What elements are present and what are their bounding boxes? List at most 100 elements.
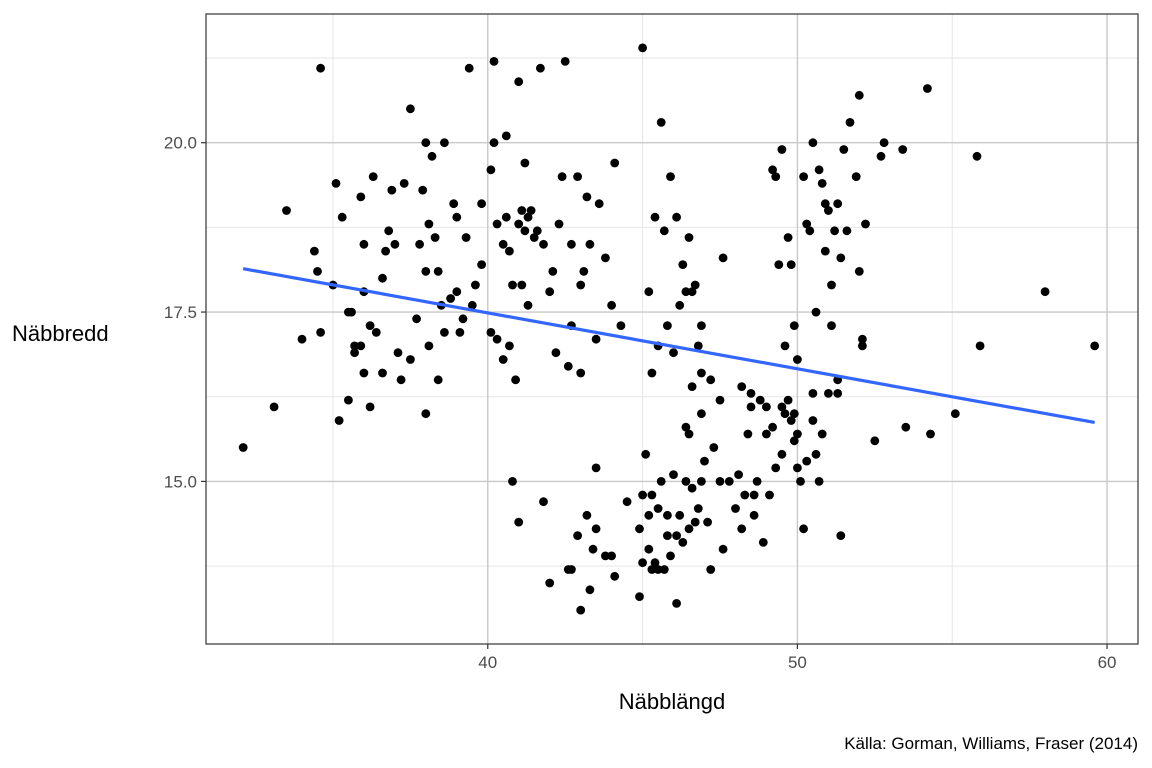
data-point <box>789 321 799 330</box>
data-point <box>758 538 768 547</box>
data-point <box>858 341 867 351</box>
data-point <box>672 599 681 608</box>
data-point <box>365 402 375 412</box>
data-point <box>833 389 843 398</box>
data-point <box>368 172 378 182</box>
data-point <box>316 328 325 337</box>
data-point <box>545 578 555 588</box>
data-point <box>675 510 685 520</box>
data-point <box>464 63 474 73</box>
data-point <box>514 517 524 527</box>
data-point <box>777 402 787 412</box>
data-point <box>508 280 517 290</box>
data-point <box>505 341 514 351</box>
data-point <box>585 585 595 595</box>
data-point <box>427 151 437 161</box>
data-point <box>406 104 415 114</box>
data-point <box>687 382 697 391</box>
data-point <box>901 422 911 432</box>
minor-gridlines <box>206 14 1138 644</box>
data-point <box>282 206 291 215</box>
data-point <box>545 287 555 297</box>
data-point <box>796 477 805 486</box>
data-point <box>675 300 685 310</box>
data-point <box>824 206 833 215</box>
data-point <box>774 260 784 269</box>
data-point <box>548 267 558 276</box>
data-point <box>446 294 455 303</box>
data-point <box>724 477 734 486</box>
data-point <box>412 314 421 324</box>
data-point <box>926 429 935 439</box>
data-point <box>746 402 756 412</box>
data-point <box>396 375 406 385</box>
data-point <box>827 280 836 290</box>
data-point <box>706 565 716 574</box>
data-point <box>424 219 434 229</box>
data-point <box>647 490 657 500</box>
data-point <box>350 341 359 351</box>
data-point <box>709 443 719 452</box>
data-point <box>433 267 443 276</box>
data-point <box>489 57 499 66</box>
data-point <box>560 57 570 66</box>
x-tick-label: 60 <box>1098 653 1117 672</box>
data-point <box>455 328 465 337</box>
data-point <box>898 145 908 154</box>
data-point <box>622 497 632 507</box>
data-point <box>641 449 651 459</box>
major-gridlines <box>206 14 1138 644</box>
data-point <box>842 226 852 236</box>
data-point <box>765 490 774 500</box>
data-point <box>749 490 759 500</box>
data-point <box>663 531 672 540</box>
data-point <box>647 565 657 574</box>
data-point <box>514 219 524 229</box>
data-point <box>573 531 582 540</box>
data-point <box>387 185 397 195</box>
data-point <box>381 246 390 256</box>
data-point <box>703 517 712 527</box>
data-point <box>650 558 660 568</box>
data-point <box>690 280 700 290</box>
data-point <box>854 90 864 100</box>
data-point <box>749 510 759 520</box>
data-point <box>635 592 644 601</box>
data-point <box>743 429 753 439</box>
data-point <box>687 483 697 493</box>
data-point <box>718 253 728 263</box>
data-point <box>923 84 932 93</box>
data-point <box>520 226 530 236</box>
data-point <box>669 470 678 479</box>
data-point <box>238 443 248 452</box>
data-point <box>644 544 654 554</box>
data-point <box>539 497 548 507</box>
data-point <box>820 246 830 256</box>
data-point <box>511 375 520 385</box>
data-point <box>514 77 524 87</box>
x-tick-label: 50 <box>788 653 807 672</box>
trend-line <box>242 267 1095 425</box>
data-point <box>684 429 694 439</box>
data-point <box>638 558 647 568</box>
data-point <box>793 355 802 364</box>
x-axis-ticks: 40 50 60 <box>478 644 1116 672</box>
data-point <box>861 219 870 229</box>
data-point <box>876 151 886 161</box>
data-point <box>638 43 647 53</box>
data-point <box>793 463 802 473</box>
data-point <box>601 253 610 263</box>
data-point <box>638 490 647 500</box>
data-point <box>827 321 836 330</box>
data-point <box>585 239 595 249</box>
data-point <box>780 409 790 419</box>
data-point <box>486 165 496 175</box>
data-point <box>334 416 344 425</box>
data-point <box>731 504 740 513</box>
data-point <box>551 348 561 358</box>
data-point <box>678 260 688 269</box>
y-axis-ticks: 15.0 17.5 20.0 <box>164 134 206 491</box>
data-point <box>734 470 743 479</box>
data-point <box>424 341 434 351</box>
data-point <box>737 524 747 534</box>
